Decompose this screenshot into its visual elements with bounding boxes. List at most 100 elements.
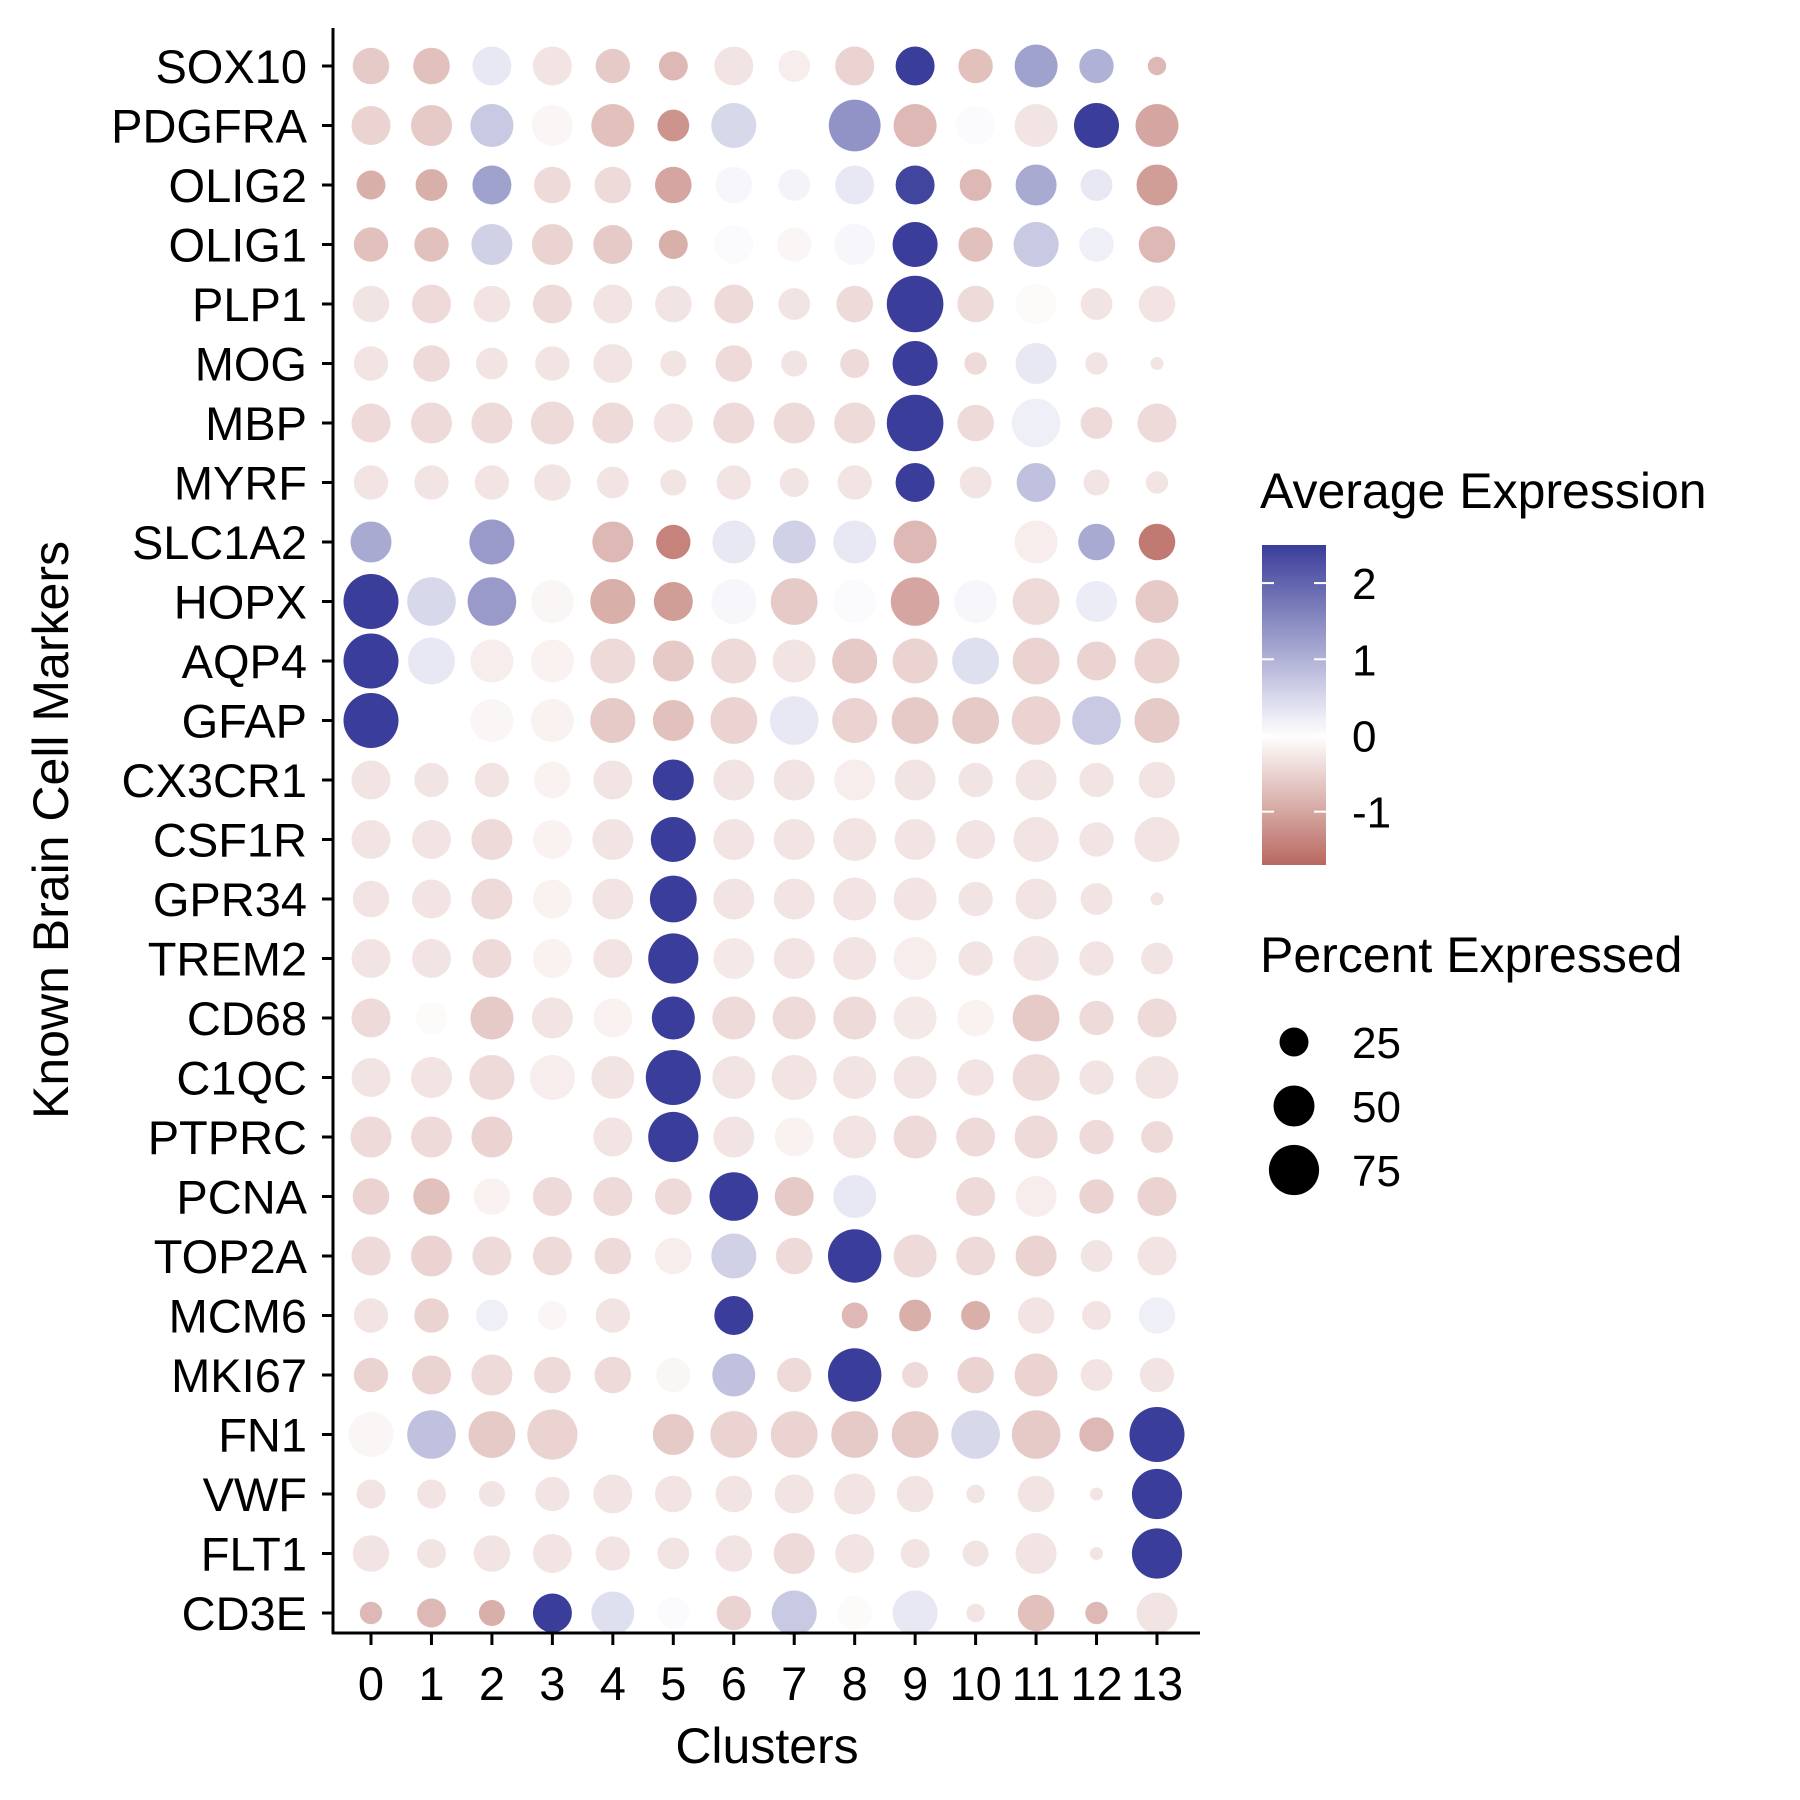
dot-olig1-cluster-1 [414, 227, 449, 262]
y-axis-ticks: SOX10 PDGFRA OLIG2 OLIG1 PLP1 MOG MBP MYRF SLC1A… [111, 40, 333, 1640]
size-legend-label: 75 [1352, 1147, 1401, 1196]
dot-mog-cluster-6 [715, 345, 753, 382]
dot-cd3e-cluster-0 [359, 1601, 383, 1625]
dot-gfap-cluster-6 [710, 697, 758, 744]
dot-mki67-cluster-3 [534, 1356, 571, 1394]
color-tick-label: 1 [1352, 636, 1376, 685]
dot-cd68-cluster-9 [893, 996, 937, 1040]
dot-mog-cluster-1 [413, 345, 450, 382]
dot-slc1a2-cluster-7 [772, 520, 816, 564]
dot-trem2-cluster-1 [412, 939, 451, 978]
color-legend-title: Average Expression [1260, 463, 1707, 519]
size-legend-dot [1268, 1144, 1320, 1196]
dot-myrf-cluster-0 [353, 465, 389, 500]
dot-vwf-cluster-2 [478, 1481, 505, 1507]
dot-ptprc-cluster-0 [350, 1116, 392, 1158]
dot-olig1-cluster-11 [1013, 222, 1059, 267]
color-legend-bar [1262, 545, 1326, 865]
y-tick-label: CSF1R [153, 814, 307, 867]
dot-pcna-cluster-8 [833, 1175, 877, 1218]
dot-pdgfra-cluster-3 [531, 105, 573, 146]
dot-cd3e-cluster-5 [657, 1597, 690, 1629]
dot-pcna-cluster-4 [593, 1177, 633, 1216]
dot-aqp4-cluster-10 [952, 637, 999, 685]
dot-sox10-cluster-3 [532, 46, 572, 86]
y-tick-label: MOG [195, 338, 307, 391]
dot-aqp4-cluster-8 [832, 638, 878, 684]
x-tick-label: 4 [600, 1657, 626, 1710]
dot-top2a-cluster-8 [828, 1229, 882, 1283]
dot-vwf-cluster-11 [1017, 1475, 1055, 1513]
dot-ptprc-cluster-10 [956, 1117, 996, 1157]
dot-gpr34-cluster-11 [1015, 878, 1057, 920]
dot-gpr34-cluster-10 [958, 881, 993, 917]
dot-top2a-cluster-10 [956, 1236, 996, 1276]
dot-csf1r-cluster-1 [412, 820, 451, 859]
size-legend-label: 50 [1352, 1083, 1401, 1132]
dot-cx3cr1-cluster-0 [351, 760, 391, 800]
dot-sox10-cluster-11 [1014, 44, 1058, 88]
dot-cd3e-cluster-6 [716, 1595, 751, 1631]
dot-olig2-cluster-3 [534, 166, 571, 204]
dot-top2a-cluster-3 [532, 1236, 572, 1276]
dot-mbp-cluster-11 [1011, 398, 1061, 448]
dot-plp1-cluster-2 [473, 285, 511, 323]
dot-plp1-cluster-8 [836, 285, 873, 323]
dot-trem2-cluster-8 [833, 937, 877, 980]
dot-cd3e-cluster-13 [1136, 1592, 1178, 1634]
dot-mcm6-cluster-8 [841, 1302, 868, 1329]
dot-gfap-cluster-4 [590, 698, 636, 743]
dot-pdgfra-cluster-5 [657, 109, 690, 142]
dot-sox10-cluster-8 [835, 46, 875, 86]
dot-myrf-cluster-11 [1016, 463, 1056, 502]
dot-cd68-cluster-13 [1137, 998, 1177, 1038]
dot-gfap-cluster-3 [530, 699, 574, 742]
dot-hopx-cluster-5 [653, 582, 693, 621]
dot-fn1-cluster-4 [592, 1414, 634, 1455]
dot-vwf-cluster-4 [593, 1474, 633, 1514]
dot-slc1a2-cluster-5 [656, 524, 691, 560]
dot-olig2-cluster-2 [472, 165, 512, 205]
dot-cd68-cluster-8 [833, 996, 877, 1040]
y-tick-label: MCM6 [169, 1290, 307, 1343]
dot-myrf-cluster-5 [660, 469, 687, 496]
y-tick-label: PLP1 [192, 278, 307, 331]
dot-slc1a2-cluster-10 [958, 524, 993, 560]
dot-fn1-cluster-1 [407, 1410, 456, 1459]
dot-olig1-cluster-3 [531, 224, 573, 265]
dot-ptprc-cluster-13 [1141, 1121, 1173, 1153]
dot-slc1a2-cluster-0 [350, 521, 392, 563]
y-axis-title: Known Brain Cell Markers [23, 541, 79, 1119]
dot-mcm6-cluster-0 [353, 1298, 389, 1333]
dot-vwf-cluster-8 [834, 1473, 876, 1515]
dot-gpr34-cluster-8 [833, 877, 877, 921]
dot-myrf-cluster-13 [1145, 471, 1169, 494]
dot-cd3e-cluster-3 [532, 1593, 572, 1633]
dot-olig2-cluster-1 [415, 169, 448, 201]
dot-pcna-cluster-9 [895, 1177, 935, 1216]
dot-hopx-cluster-10 [954, 580, 998, 623]
dot-aqp4-cluster-3 [530, 639, 574, 683]
dot-gfap-cluster-11 [1011, 696, 1061, 745]
dot-ptprc-cluster-12 [1079, 1119, 1114, 1155]
dot-hopx-cluster-2 [467, 577, 517, 626]
dot-fn1-cluster-7 [770, 1411, 818, 1458]
dot-mog-cluster-4 [593, 344, 633, 383]
dot-gfap-cluster-8 [832, 698, 878, 743]
dot-pcna-cluster-5 [655, 1178, 692, 1215]
dot-cd68-cluster-12 [1079, 1000, 1114, 1036]
dot-ptprc-cluster-6 [713, 1116, 755, 1158]
x-tick-label: 8 [842, 1657, 868, 1710]
dot-vwf-cluster-13 [1131, 1468, 1183, 1520]
dot-olig1-cluster-13 [1138, 226, 1176, 263]
dot-olig2-cluster-5 [655, 166, 692, 204]
dot-trem2-cluster-3 [532, 939, 572, 978]
dot-mbp-cluster-5 [653, 403, 693, 443]
dot-cx3cr1-cluster-5 [652, 759, 694, 801]
dot-sox10-cluster-0 [352, 47, 390, 85]
dot-c1qc-cluster-11 [1012, 1054, 1060, 1101]
dot-gfap-cluster-9 [891, 697, 939, 744]
dot-cd68-cluster-2 [470, 996, 514, 1040]
dot-ptprc-cluster-11 [1014, 1115, 1058, 1159]
